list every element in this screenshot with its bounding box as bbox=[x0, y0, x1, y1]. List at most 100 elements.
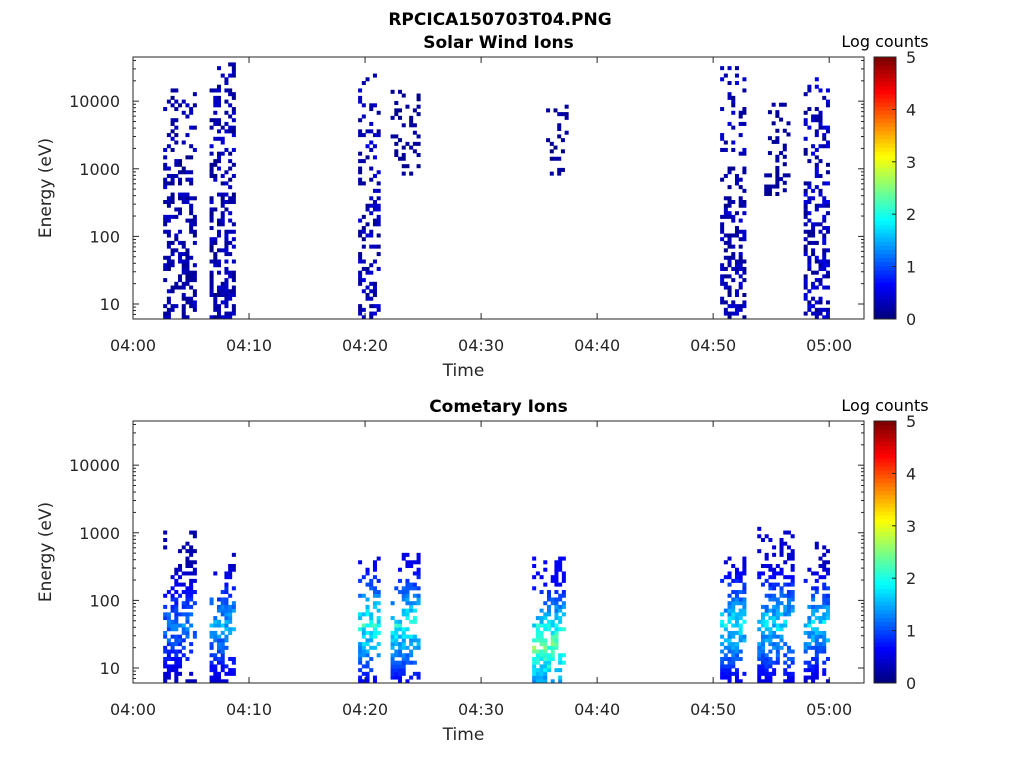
heatmap-cell bbox=[742, 556, 747, 561]
heatmap-cell bbox=[224, 296, 229, 301]
heatmap-cell bbox=[723, 248, 728, 253]
heatmap-cell bbox=[365, 292, 370, 297]
heatmap-cell bbox=[734, 597, 739, 602]
colorbar-segment bbox=[874, 208, 896, 214]
heatmap-cell bbox=[361, 664, 366, 669]
heatmap-cell bbox=[224, 259, 229, 264]
heatmap-cell bbox=[727, 668, 732, 673]
heatmap-cell bbox=[189, 285, 194, 290]
heatmap-cell bbox=[558, 675, 563, 680]
heatmap-cell bbox=[365, 207, 370, 212]
heatmap-cell bbox=[358, 159, 363, 164]
heatmap-cell bbox=[189, 170, 194, 175]
heatmap-cell bbox=[772, 582, 777, 587]
heatmap-cell bbox=[369, 289, 374, 294]
heatmap-cell bbox=[742, 582, 747, 587]
heatmap-cell bbox=[731, 311, 736, 316]
heatmap-cell bbox=[189, 181, 194, 186]
heatmap-cell bbox=[217, 88, 222, 93]
heatmap-cell bbox=[181, 266, 186, 271]
heatmap-cell bbox=[412, 560, 417, 565]
heatmap-cell bbox=[814, 203, 819, 208]
heatmap-cell bbox=[369, 177, 374, 182]
heatmap-cell bbox=[558, 564, 563, 569]
heatmap-cell bbox=[825, 200, 830, 205]
heatmap-cell bbox=[376, 601, 381, 606]
heatmap-cell bbox=[764, 668, 769, 673]
heatmap-cell bbox=[166, 627, 171, 632]
heatmap-cell bbox=[189, 560, 194, 565]
heatmap-cell bbox=[192, 601, 197, 606]
heatmap-cell bbox=[771, 139, 776, 144]
heatmap-cell bbox=[731, 649, 736, 654]
heatmap-cell bbox=[365, 571, 370, 576]
heatmap-cell bbox=[543, 627, 548, 632]
heatmap-cell bbox=[401, 660, 406, 665]
heatmap-cell bbox=[822, 233, 827, 238]
heatmap-cell bbox=[738, 266, 743, 271]
heatmap-cell bbox=[181, 192, 186, 197]
heatmap-cell bbox=[772, 634, 777, 639]
heatmap-cell bbox=[825, 263, 830, 268]
colorbar-segment bbox=[874, 543, 896, 549]
colorbar-segment bbox=[874, 564, 896, 569]
heatmap-cell bbox=[231, 162, 236, 167]
heatmap-cell bbox=[535, 668, 540, 673]
heatmap-cell bbox=[811, 114, 816, 119]
heatmap-cell bbox=[217, 656, 222, 661]
heatmap-cell bbox=[369, 578, 374, 583]
heatmap-cell bbox=[376, 578, 381, 583]
heatmap-cell bbox=[564, 104, 569, 109]
heatmap-cell bbox=[783, 560, 788, 565]
heatmap-cell bbox=[723, 560, 728, 565]
heatmap-cell bbox=[394, 627, 399, 632]
heatmap-cell bbox=[727, 664, 732, 669]
heatmap-cell bbox=[401, 634, 406, 639]
heatmap-cell bbox=[782, 154, 787, 159]
heatmap-cell bbox=[760, 679, 765, 684]
heatmap-cell bbox=[220, 604, 225, 609]
heatmap-cell bbox=[803, 248, 808, 253]
heatmap-cell bbox=[811, 675, 816, 680]
heatmap-cell bbox=[166, 200, 171, 205]
heatmap-cell bbox=[358, 311, 363, 316]
heatmap-cell bbox=[811, 285, 816, 290]
heatmap-cell bbox=[409, 145, 414, 150]
heatmap-cell bbox=[807, 664, 812, 669]
heatmap-cell bbox=[192, 530, 197, 535]
colorbar-segment bbox=[874, 142, 896, 148]
heatmap-cell bbox=[767, 151, 772, 156]
heatmap-cell bbox=[825, 88, 830, 93]
heatmap-cell bbox=[412, 634, 417, 639]
heatmap-cell bbox=[720, 229, 725, 234]
heatmap-cell bbox=[539, 608, 544, 613]
panel-title: Solar Wind Ions bbox=[423, 33, 574, 53]
heatmap-cell bbox=[405, 104, 410, 109]
heatmap-cell bbox=[358, 560, 363, 565]
heatmap-cell bbox=[361, 627, 366, 632]
heatmap-cell bbox=[760, 653, 765, 658]
heatmap-cell bbox=[189, 612, 194, 617]
heatmap-cell bbox=[742, 597, 747, 602]
heatmap-cell bbox=[775, 154, 780, 159]
heatmap-cell bbox=[553, 145, 558, 150]
heatmap-cell bbox=[409, 586, 414, 591]
heatmap-cell bbox=[372, 675, 377, 680]
heatmap-cell bbox=[822, 285, 827, 290]
y-tick-label: 10000 bbox=[69, 92, 120, 111]
heatmap-cell bbox=[174, 578, 179, 583]
x-tick-label: 04:20 bbox=[342, 336, 388, 355]
heatmap-cell bbox=[217, 118, 222, 123]
heatmap-cell bbox=[535, 649, 540, 654]
heatmap-cell bbox=[178, 255, 183, 260]
heatmap-cell bbox=[217, 229, 222, 234]
heatmap-cell bbox=[181, 623, 186, 628]
heatmap-cell bbox=[231, 289, 236, 294]
heatmap-cell bbox=[405, 560, 410, 565]
heatmap-cell bbox=[822, 668, 827, 673]
heatmap-cell bbox=[213, 103, 218, 108]
heatmap-cell bbox=[224, 638, 229, 643]
heatmap-cell bbox=[822, 252, 827, 257]
heatmap-cell bbox=[217, 315, 222, 320]
heatmap-cell bbox=[742, 634, 747, 639]
